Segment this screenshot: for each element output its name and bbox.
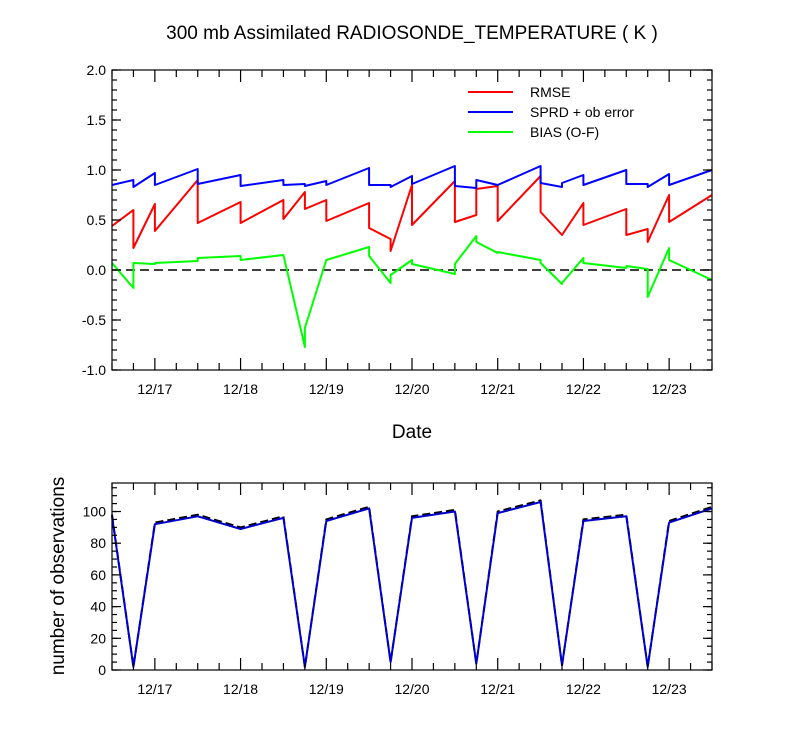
y-tick-label: 40: [90, 599, 106, 615]
y-tick-label: 2.0: [87, 62, 107, 78]
x-tick-label: 12/20: [394, 381, 429, 397]
x-tick-label: 12/18: [223, 681, 258, 697]
x-axis-title: Date: [392, 422, 432, 443]
x-tick-label: 12/20: [394, 681, 429, 697]
series-line-possible: [111, 499, 713, 668]
legend-label-bias: BIAS (O-F): [530, 124, 599, 140]
bottom-series-group: [111, 499, 713, 668]
x-tick-label: 12/21: [480, 381, 515, 397]
y-tick-label: 60: [90, 567, 106, 583]
top-chart: 300 mb Assimilated RADIOSONDE_TEMPERATUR…: [82, 23, 713, 443]
top-series-group: [111, 165, 713, 348]
y-tick-label: 20: [90, 630, 106, 646]
y-tick-label: 0: [98, 662, 106, 678]
y-tick-label: 0.0: [87, 262, 107, 278]
x-tick-label: 12/23: [652, 681, 687, 697]
x-tick-label: 12/19: [309, 381, 344, 397]
top-ticks: -1.0 -0.5 0.0 0.5 1.0 1.5 2.0 12/17 12/18 12/19 12…: [82, 62, 713, 397]
y-tick-label: -1.0: [82, 362, 106, 378]
x-tick-label: 12/22: [566, 681, 601, 697]
y-tick-label: 80: [90, 535, 106, 551]
y-tick-label: 100: [83, 504, 107, 520]
series-line-rmse: [111, 175, 713, 252]
legend-label-rmse: RMSE: [530, 84, 570, 100]
y-axis-title-observations: number of observations: [48, 477, 69, 676]
y-tick-label: -0.5: [82, 312, 106, 328]
y-tick-label: 1.0: [87, 162, 107, 178]
chart-title: 300 mb Assimilated RADIOSONDE_TEMPERATUR…: [166, 23, 658, 44]
series-line-bias-o-f: [111, 235, 713, 348]
legend-label-sprd: SPRD + ob error: [530, 104, 634, 120]
series-line-used: [111, 501, 713, 668]
x-tick-label: 12/22: [566, 381, 601, 397]
bottom-plot-frame: [111, 482, 713, 671]
x-tick-label: 12/18: [223, 381, 258, 397]
y-tick-label: 1.5: [87, 112, 107, 128]
x-tick-label: 12/21: [480, 681, 515, 697]
bottom-chart: 0 20 40 60 80 100 12/17 12/18 12/19 12/20 12/21 12/…: [48, 477, 713, 697]
y-tick-label: 0.5: [87, 212, 107, 228]
x-tick-label: 12/19: [309, 681, 344, 697]
bottom-ticks: 0 20 40 60 80 100 12/17 12/18 12/19 12/20 12/21 12/…: [83, 483, 713, 697]
series-line-sprd-ob-error: [111, 165, 713, 189]
x-tick-label: 12/17: [137, 681, 172, 697]
x-tick-label: 12/23: [652, 381, 687, 397]
legend: RMSE SPRD + ob error BIAS (O-F): [468, 84, 634, 140]
x-tick-label: 12/17: [137, 381, 172, 397]
